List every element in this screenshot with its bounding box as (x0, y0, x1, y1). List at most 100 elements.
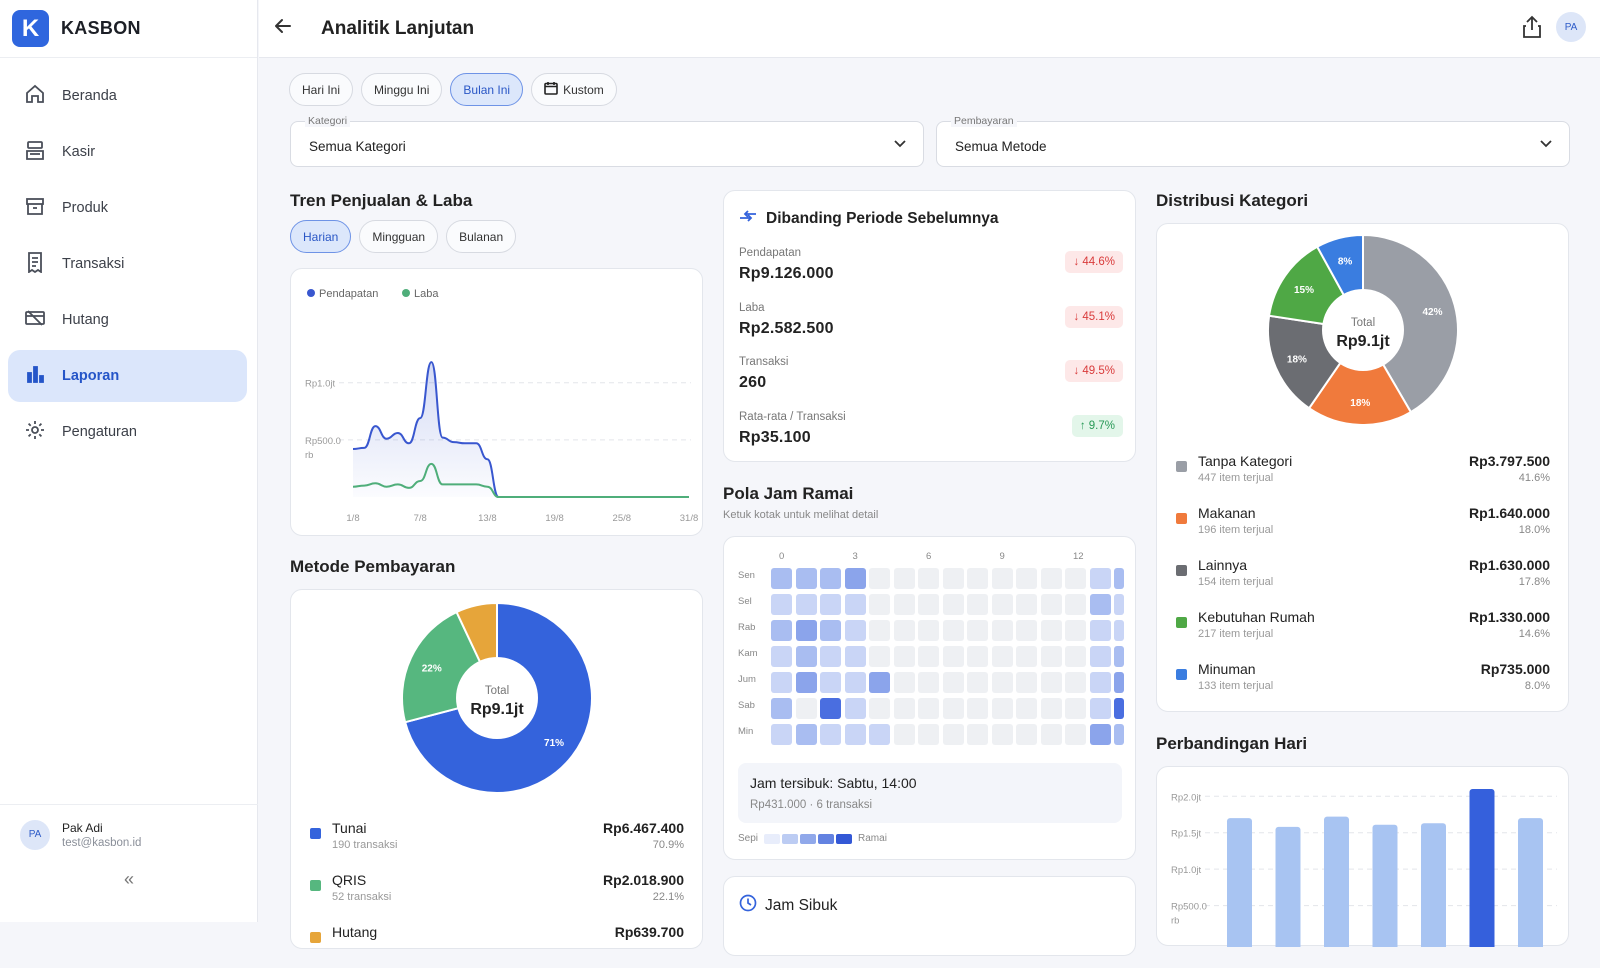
heatmap-cell[interactable] (844, 698, 866, 719)
heatmap-cell[interactable] (869, 620, 890, 641)
heatmap-cell[interactable] (771, 646, 792, 667)
heatmap-cell[interactable] (1016, 594, 1037, 615)
heatmap-cell[interactable] (893, 620, 915, 641)
heatmap-cell[interactable] (795, 724, 817, 745)
heatmap-cell[interactable] (1065, 698, 1086, 719)
legend-item[interactable]: Makanan 196 item terjual Rp1.640.000 18.0% (1172, 505, 1550, 549)
heatmap-cell[interactable] (844, 620, 866, 641)
tab-mingguan[interactable]: Mingguan (359, 220, 439, 253)
heatmap-cell[interactable] (967, 568, 988, 589)
heatmap-cell[interactable] (918, 620, 939, 641)
heatmap-cell[interactable] (869, 672, 890, 693)
heatmap-cell[interactable] (820, 698, 841, 719)
tab-bulanan[interactable]: Bulanan (446, 220, 517, 253)
heatmap-cell[interactable] (1040, 724, 1062, 745)
legend-item[interactable]: Tunai 190 transaksi Rp6.467.400 70.9% (306, 820, 684, 864)
heatmap-cell[interactable] (1016, 620, 1037, 641)
heatmap-cell[interactable] (1040, 646, 1062, 667)
heatmap-cell[interactable] (1016, 698, 1037, 719)
tab-harian[interactable]: Harian (290, 220, 352, 253)
share-icon[interactable] (1522, 15, 1542, 44)
bar-jum[interactable] (1421, 823, 1446, 952)
heatmap-cell[interactable] (918, 568, 939, 589)
heatmap-cell[interactable] (942, 568, 964, 589)
heatmap-cell[interactable] (820, 724, 841, 745)
heatmap-cell[interactable] (1114, 620, 1124, 641)
heatmap-cell[interactable] (1016, 646, 1037, 667)
legend-item[interactable]: QRIS 52 transaksi Rp2.018.900 22.1% (306, 872, 684, 916)
heatmap-cell[interactable] (991, 594, 1013, 615)
heatmap-cell[interactable] (893, 698, 915, 719)
legend-item[interactable]: Tanpa Kategori 447 item terjual Rp3.797.50… (1172, 453, 1550, 497)
heatmap-cell[interactable] (1065, 594, 1086, 615)
heatmap-cell[interactable] (771, 620, 792, 641)
pembayaran-select[interactable]: Pembayaran Semua Metode (936, 115, 1570, 167)
heatmap-cell[interactable] (893, 568, 915, 589)
heatmap-cell[interactable] (1040, 698, 1062, 719)
bar-kam[interactable] (1372, 824, 1398, 952)
heatmap-cell[interactable] (893, 672, 915, 693)
sidebar-item-pengaturan[interactable]: Pengaturan (8, 406, 247, 458)
heatmap-cell[interactable] (844, 724, 866, 745)
bar-rab[interactable] (1324, 816, 1349, 952)
heatmap-cell[interactable] (1065, 568, 1086, 589)
heatmap-cell[interactable] (918, 672, 939, 693)
bar-sen[interactable] (1227, 818, 1252, 952)
heatmap-cell[interactable] (869, 594, 890, 615)
heatmap-cell[interactable] (893, 594, 915, 615)
legend-item[interactable]: Minuman 133 item terjual Rp735.000 8.0% (1172, 661, 1550, 705)
heatmap-cell[interactable] (918, 594, 939, 615)
legend-item[interactable]: Kebutuhan Rumah 217 item terjual Rp1.330.0… (1172, 609, 1550, 653)
heatmap-cell[interactable] (1065, 672, 1086, 693)
heatmap-cell[interactable] (1089, 672, 1111, 693)
heatmap-cell[interactable] (991, 568, 1013, 589)
heatmap-cell[interactable] (1114, 724, 1124, 745)
heatmap-cell[interactable] (1089, 594, 1111, 615)
heatmap-cell[interactable] (967, 594, 988, 615)
heatmap-cell[interactable] (844, 594, 866, 615)
heatmap-cell[interactable] (1065, 724, 1086, 745)
heatmap-cell[interactable] (771, 672, 792, 693)
heatmap-cell[interactable] (991, 646, 1013, 667)
heatmap-cell[interactable] (991, 620, 1013, 641)
heatmap-cell[interactable] (942, 594, 964, 615)
bar-sel[interactable] (1275, 826, 1301, 952)
heatmap-cell[interactable] (869, 568, 890, 589)
heatmap-cell[interactable] (795, 672, 817, 693)
heatmap-cell[interactable] (1089, 568, 1111, 589)
heatmap-cell[interactable] (1114, 594, 1124, 615)
heatmap-cell[interactable] (1040, 568, 1062, 589)
heatmap-cell[interactable] (795, 698, 817, 719)
header-avatar[interactable]: PA (1556, 12, 1586, 42)
heatmap-cell[interactable] (795, 594, 817, 615)
kategori-select[interactable]: Kategori Semua Kategori (290, 115, 924, 167)
heatmap-cell[interactable] (991, 724, 1013, 745)
heatmap-cell[interactable] (1089, 698, 1111, 719)
heatmap-cell[interactable] (1114, 568, 1124, 589)
bar-sab[interactable] (1469, 789, 1495, 952)
heatmap-cell[interactable] (1040, 672, 1062, 693)
heatmap-cell[interactable] (991, 698, 1013, 719)
trend-chart[interactable]: Pendapatan Laba Rp1.0jt Rp500.0 rb 1/8 7/8 13/8… (291, 269, 704, 537)
heatmap-cell[interactable] (1114, 646, 1124, 667)
heatmap-cell[interactable] (869, 724, 890, 745)
sidebar-item-beranda[interactable]: Beranda (8, 70, 247, 122)
heatmap-cell[interactable] (991, 672, 1013, 693)
heatmap-cell[interactable] (893, 646, 915, 667)
category-donut-chart[interactable]: 42% 18% 18% 15% 8% Total Rp9.1jt (1157, 224, 1570, 426)
heatmap-cell[interactable] (967, 672, 988, 693)
heatmap-cell[interactable] (942, 672, 964, 693)
heatmap-cell[interactable] (844, 568, 866, 589)
heatmap-cell[interactable] (795, 646, 817, 667)
heatmap-cell[interactable] (1065, 620, 1086, 641)
heatmap-cell[interactable] (1114, 698, 1124, 719)
heatmap-cell[interactable] (844, 646, 866, 667)
heatmap-cell[interactable] (918, 698, 939, 719)
heatmap-cell[interactable] (771, 568, 792, 589)
sidebar-item-transaksi[interactable]: Transaksi (8, 238, 247, 290)
heatmap-cell[interactable] (942, 646, 964, 667)
heatmap-cell[interactable] (967, 620, 988, 641)
app-logo[interactable]: K KASBON (0, 0, 257, 58)
heatmap-cell[interactable] (967, 724, 988, 745)
heatmap-cell[interactable] (820, 620, 841, 641)
